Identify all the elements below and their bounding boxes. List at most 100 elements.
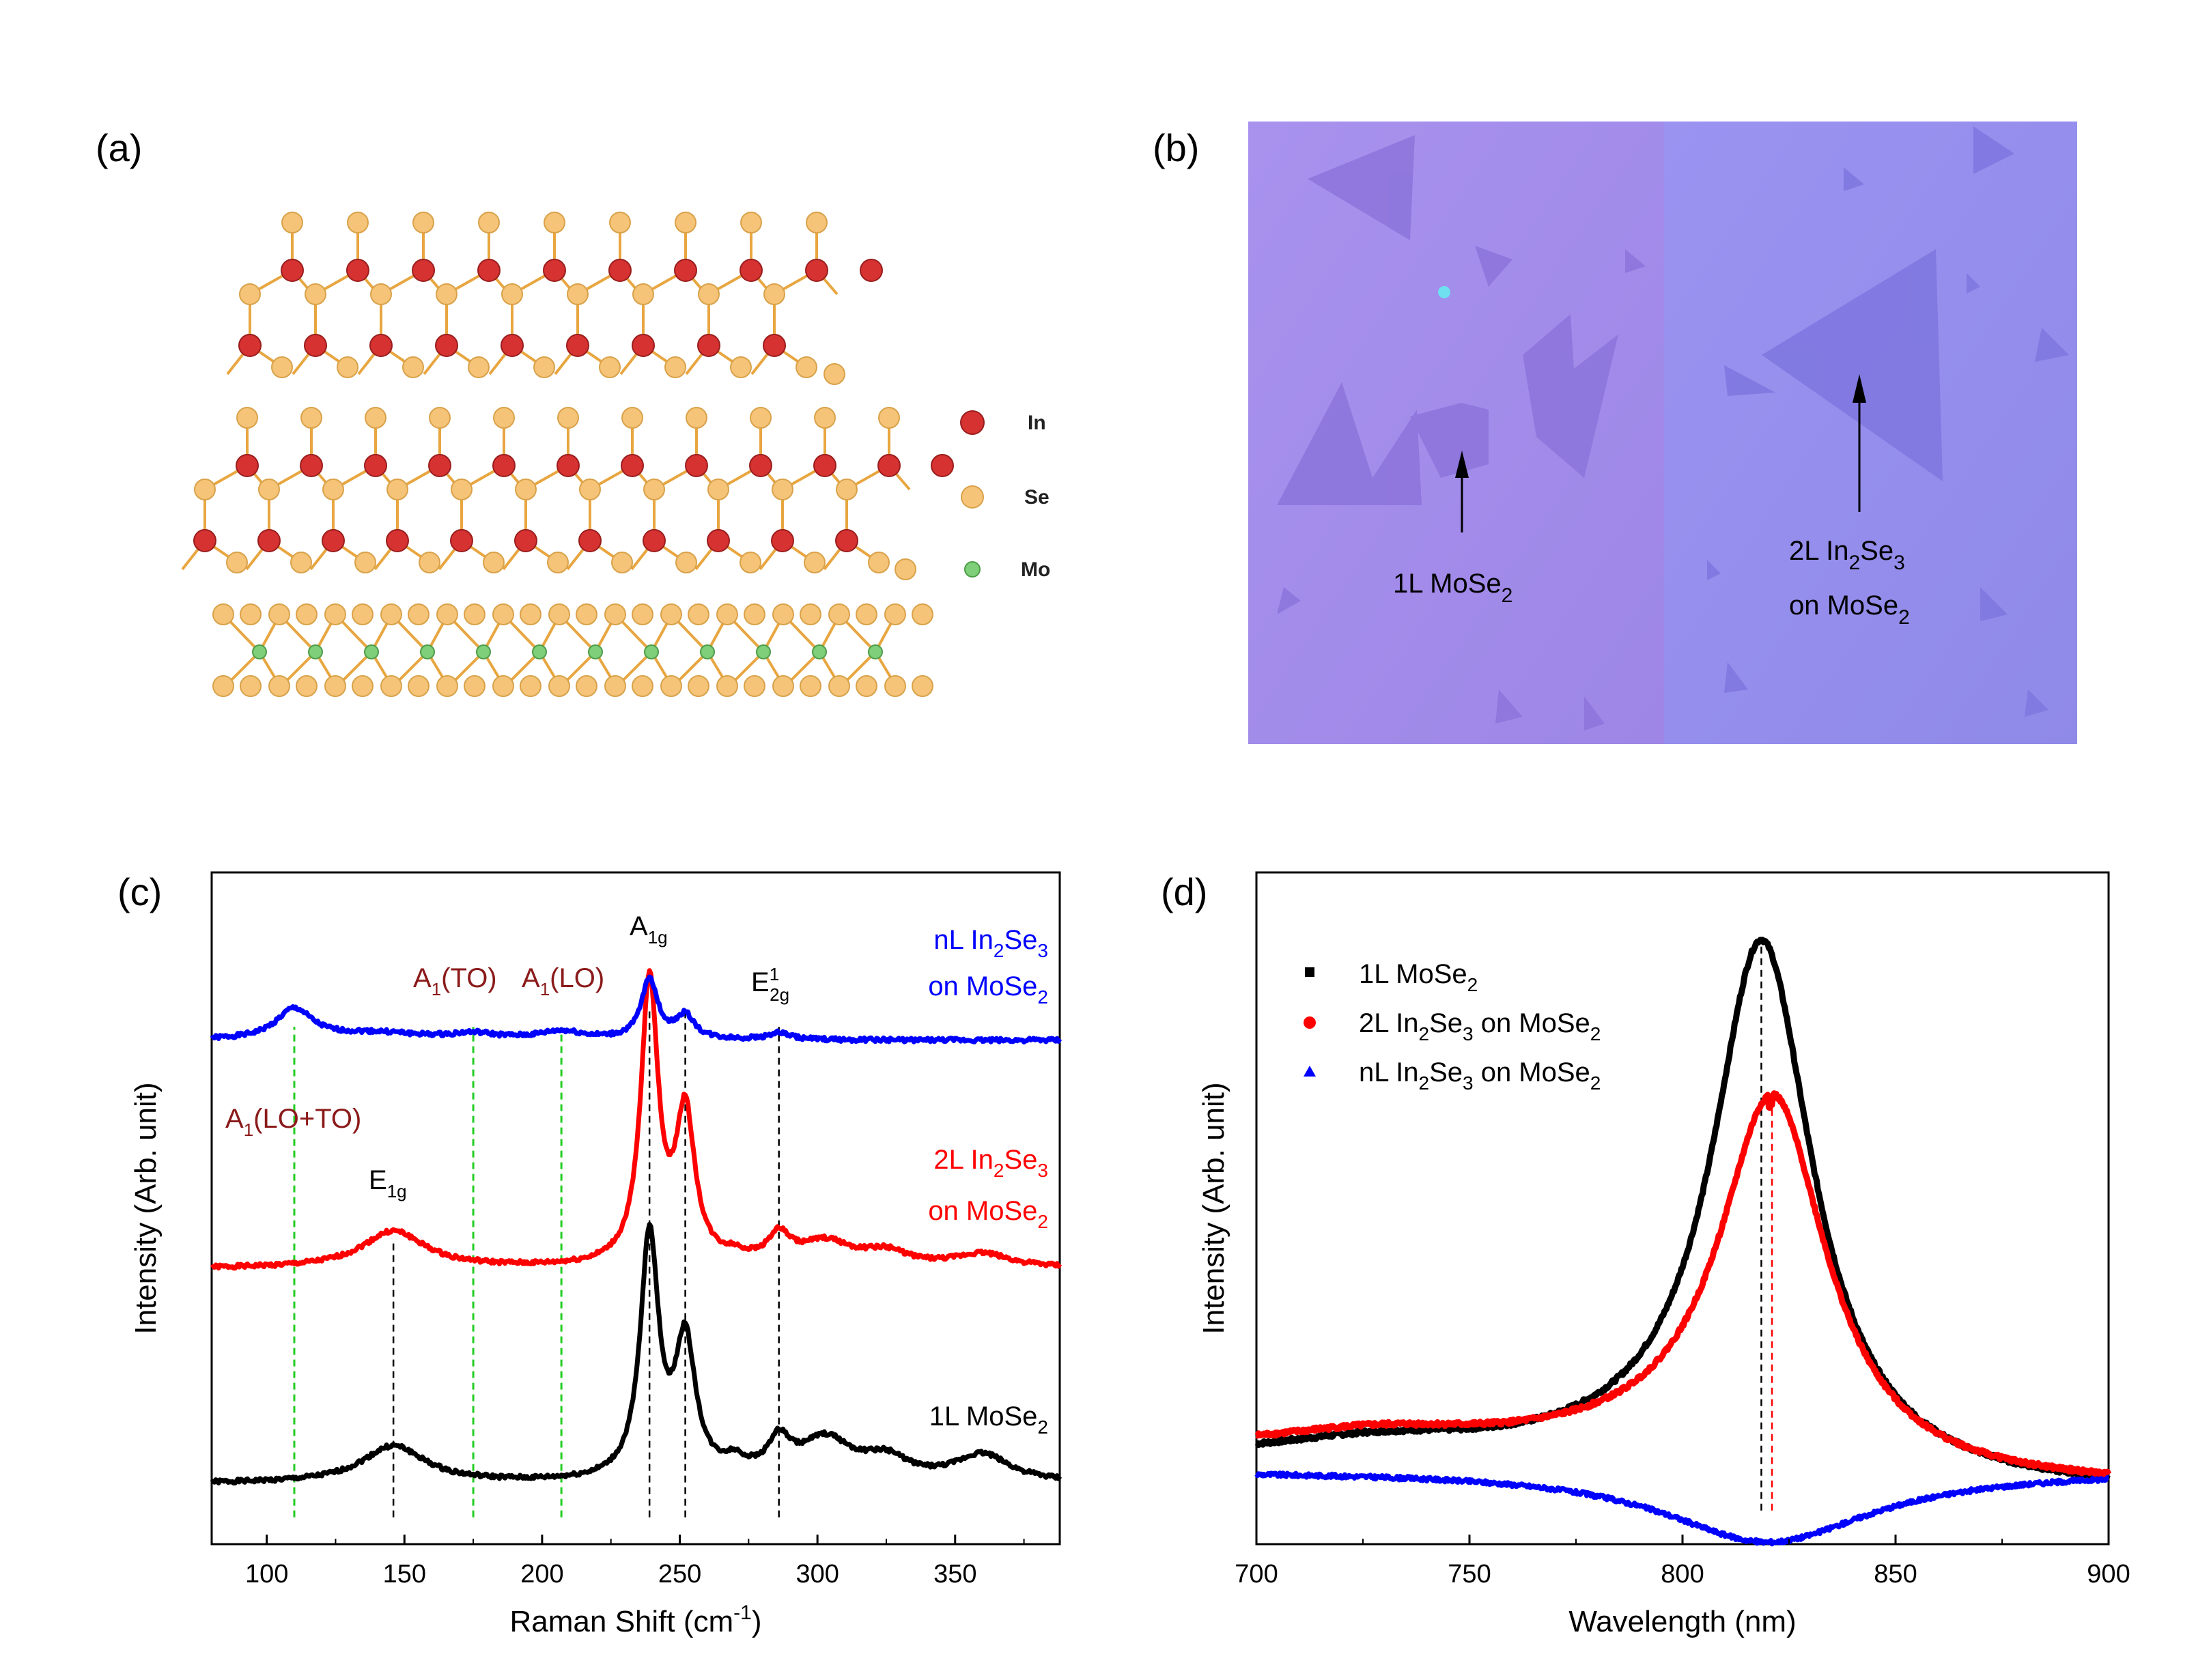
- in-atom: [300, 454, 323, 477]
- square-marker-icon: [1305, 967, 1314, 977]
- x-tick-label: 350: [933, 1560, 976, 1589]
- se-atom-icon: [961, 485, 984, 509]
- se-atom: [856, 603, 877, 625]
- se-atom: [632, 603, 653, 625]
- se-atom: [800, 603, 821, 625]
- mo-atom: [308, 644, 323, 659]
- panel-a-label: (a): [96, 126, 142, 169]
- se-atom: [408, 675, 430, 697]
- svg-text:1L MoSe2: 1L MoSe2: [1359, 959, 1478, 995]
- legend-d-2l: 2L In2Se3 on MoSe2: [1304, 1008, 1601, 1044]
- se-atom: [464, 675, 485, 697]
- se-atom: [501, 283, 523, 305]
- plot-d-x-axis: 700 750 800 850 900: [1235, 1535, 2130, 1589]
- svg-text:nL In2Se3 on MoSe2: nL In2Se3 on MoSe2: [1359, 1057, 1601, 1094]
- se-atom: [567, 283, 589, 305]
- se-atom: [365, 407, 386, 429]
- in-atom: [238, 334, 262, 357]
- in-atom: [369, 334, 393, 357]
- in-atom: [364, 454, 387, 477]
- se-atom: [347, 212, 369, 233]
- se-atom: [632, 675, 653, 697]
- se-atom: [212, 603, 234, 625]
- se-atom: [305, 283, 326, 305]
- se-atom: [884, 603, 906, 625]
- plot-d-series: [1254, 937, 2112, 1547]
- in-atom: [805, 259, 828, 282]
- se-atom: [772, 479, 793, 500]
- se-atom: [436, 675, 458, 697]
- panel-d: (d) 700 750 800 850 900 Wavelength (nm) Inte…: [1161, 870, 2130, 1638]
- se-atom: [611, 552, 633, 573]
- se-atom: [412, 212, 434, 233]
- se-atom: [828, 603, 850, 625]
- svg-text:2L In2Se3: 2L In2Se3: [933, 1145, 1048, 1181]
- plot-d-reference-lines: [1760, 939, 1773, 1511]
- in-atom: [566, 334, 589, 357]
- arrow-2l: [1853, 374, 1866, 512]
- se-atom: [386, 479, 408, 500]
- in-atom: [386, 529, 409, 552]
- se-atom: [632, 283, 654, 305]
- se-atom: [686, 407, 707, 429]
- se-atom: [240, 675, 262, 697]
- plot-c-ylabel: Intensity (Arb. unit): [129, 1082, 163, 1334]
- se-atom: [436, 603, 458, 625]
- optical-image: [1248, 122, 2077, 744]
- se-atom: [856, 675, 877, 697]
- se-atom: [290, 552, 312, 573]
- se-atom: [370, 283, 392, 305]
- mo-atom: [476, 644, 491, 659]
- svg-text:on MoSe2: on MoSe2: [928, 1196, 1048, 1232]
- mo-atom: [756, 644, 771, 659]
- in-atom: [428, 454, 451, 477]
- se-atom: [493, 407, 515, 429]
- raman-series-line: [210, 974, 1062, 1044]
- se-atom: [675, 552, 697, 573]
- se-atom: [436, 283, 458, 305]
- x-tick-label: 800: [1661, 1560, 1704, 1589]
- se-atom: [354, 552, 376, 573]
- se-atom: [868, 552, 890, 573]
- x-tick-label: 150: [383, 1560, 426, 1589]
- in-atom: [322, 529, 345, 552]
- se-atom: [240, 603, 262, 625]
- plot-d-ylabel: Intensity (Arb. unit): [1197, 1082, 1230, 1334]
- label-1l-mose2: 1L MoSe2: [1393, 569, 1512, 607]
- se-atom: [268, 675, 290, 697]
- legend-se-label: Se: [1024, 486, 1050, 509]
- legend-in-label: In: [1028, 412, 1046, 434]
- flakes-right: [1707, 126, 2069, 717]
- se-atom: [212, 675, 234, 697]
- crystal-structure: [181, 212, 954, 697]
- in-atom: [813, 454, 836, 477]
- in-atom: [632, 334, 655, 357]
- plot-c-xlabel: Raman Shift (cm-1): [510, 1601, 762, 1638]
- se-atom: [688, 675, 709, 697]
- se-atom: [716, 603, 738, 625]
- mo-atom: [812, 644, 827, 659]
- se-atom: [660, 675, 682, 697]
- se-atom: [547, 552, 569, 573]
- in-atom: [450, 529, 473, 552]
- in-atom: [835, 529, 858, 552]
- peak-label-a1-to: A1(TO): [413, 963, 497, 999]
- se-atom: [675, 212, 696, 233]
- panel-a: (a) In Se Mo: [96, 126, 1050, 697]
- panel-c: (c) 100 150 200 250 300 350 Raman Shift (cm-1…: [117, 870, 1062, 1638]
- x-tick-label: 250: [658, 1560, 701, 1589]
- pl-series-line: [1254, 1470, 2110, 1547]
- in-atom: [236, 454, 259, 477]
- label-c-2l: 2L In2Se3 on MoSe2: [928, 1145, 1048, 1232]
- svg-text:2L In2Se3 on MoSe2: 2L In2Se3 on MoSe2: [1359, 1008, 1601, 1044]
- in-atom: [877, 454, 901, 477]
- se-atom: [380, 603, 402, 625]
- se-atom: [226, 552, 248, 573]
- x-tick-label: 100: [245, 1560, 288, 1589]
- arrow-2l-icon: [1853, 374, 1866, 403]
- se-atom: [912, 603, 933, 625]
- se-atom: [698, 283, 720, 305]
- se-atom: [806, 212, 828, 233]
- peak-label-a1g: A1g: [630, 911, 668, 948]
- se-atom: [236, 407, 258, 429]
